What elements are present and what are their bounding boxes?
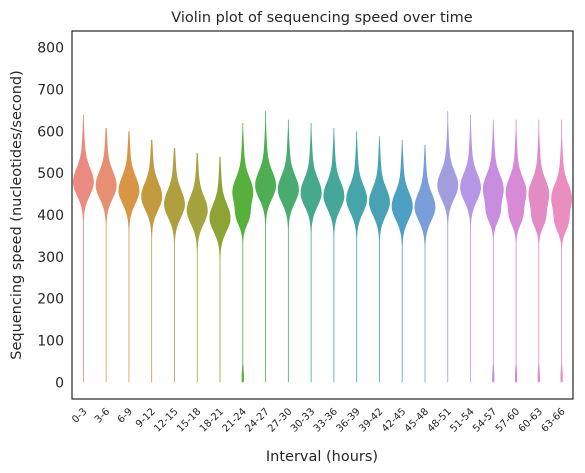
x-tick-label: 33-36 — [312, 406, 340, 434]
violin-24-27 — [255, 111, 277, 383]
y-axis-label: Sequencing speed (nucleotides/second) — [9, 70, 25, 360]
violin-60-63 — [528, 119, 550, 383]
violin-6-9 — [118, 131, 140, 383]
violin-18-21 — [209, 156, 231, 383]
x-tick-label: 57-60 — [494, 406, 522, 434]
violin-3-6 — [95, 128, 117, 383]
x-tick-label: 42-45 — [380, 406, 408, 434]
violin-33-36 — [323, 128, 345, 383]
y-axis-ticks: 0 100 200 300 400 500 600 700 800 — [37, 41, 64, 392]
y-tick-label: 100 — [37, 333, 64, 349]
x-tick-label: 24-27 — [243, 406, 271, 434]
x-tick-label: 3-6 — [93, 406, 112, 425]
violin-39-42 — [368, 136, 390, 383]
x-tick-label: 21-24 — [221, 406, 249, 434]
x-tick-label: 48-51 — [426, 406, 454, 434]
violin-57-60 — [505, 119, 527, 383]
violin-15-18 — [186, 153, 208, 383]
violin-0-3 — [72, 114, 94, 383]
chart-title: Violin plot of sequencing speed over tim… — [171, 10, 473, 26]
violin-36-39 — [346, 131, 368, 383]
violin-42-45 — [391, 139, 413, 383]
violin-63-66 — [551, 119, 573, 383]
y-tick-label: 0 — [55, 375, 64, 391]
x-tick-label: 0-3 — [70, 406, 89, 425]
violins — [72, 111, 573, 383]
x-tick-label: 63-66 — [539, 406, 567, 434]
x-tick-label: 27-30 — [266, 406, 294, 434]
y-tick-label: 800 — [37, 41, 64, 57]
y-tick-label: 400 — [37, 208, 64, 224]
x-tick-label: 6-9 — [116, 406, 135, 425]
x-tick-label: 60-63 — [517, 406, 545, 434]
y-tick-label: 300 — [37, 250, 64, 266]
x-tick-label: 54-57 — [471, 406, 499, 434]
violin-54-57 — [482, 119, 504, 383]
y-tick-label: 200 — [37, 292, 64, 308]
violin-9-12 — [141, 139, 163, 383]
x-tick-label: 18-21 — [198, 406, 226, 434]
x-tick-label: 30-33 — [289, 406, 317, 434]
x-tick-label: 39-42 — [357, 406, 385, 434]
plot-frame — [71, 30, 574, 400]
violin-27-30 — [277, 119, 299, 383]
x-tick-label: 51-54 — [448, 406, 476, 434]
violin-30-33 — [300, 123, 322, 383]
violin-21-24 — [232, 123, 254, 383]
x-axis-label: Interval (hours) — [266, 449, 378, 465]
x-axis-ticks: 0-3 3-6 6-99-1212-1515-1818-2121-2424-2727… — [70, 406, 568, 434]
violin-48-51 — [437, 111, 459, 383]
x-tick-label: 12-15 — [152, 406, 180, 434]
violin-12-15 — [164, 148, 185, 383]
violin-45-48 — [414, 144, 436, 383]
y-tick-label: 600 — [37, 124, 64, 140]
x-tick-label: 15-18 — [175, 406, 203, 434]
x-tick-label: 45-48 — [403, 406, 431, 434]
y-tick-label: 700 — [37, 83, 64, 99]
x-tick-label: 36-39 — [334, 406, 362, 434]
violin-51-54 — [460, 114, 481, 383]
y-tick-label: 500 — [37, 166, 64, 182]
